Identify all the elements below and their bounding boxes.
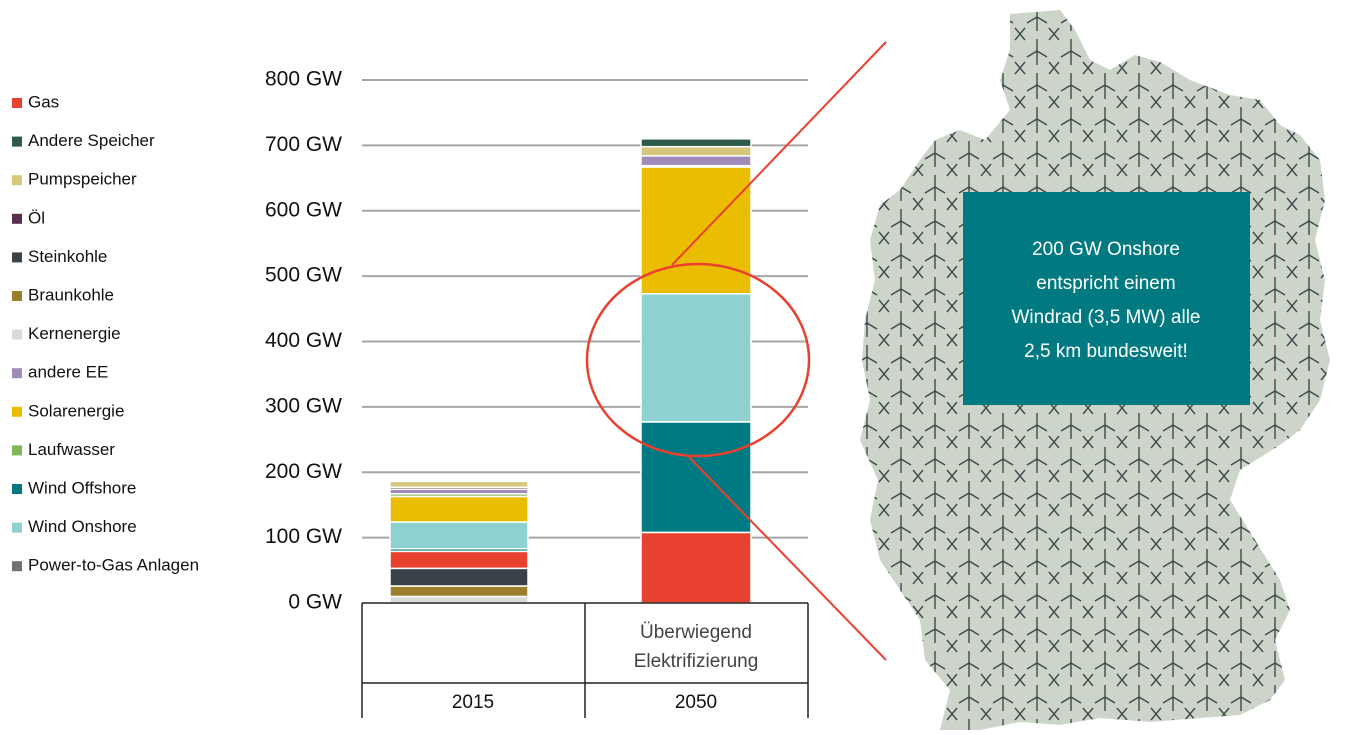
bar-segment: [640, 293, 752, 423]
legend-label: Andere Speicher: [28, 131, 155, 150]
x-tick-label: 2050: [675, 692, 717, 713]
bar-segment: [640, 531, 752, 604]
legend-swatch: [12, 136, 22, 147]
bar-segment: [389, 495, 529, 523]
y-tick-label: 300 GW: [265, 394, 342, 417]
annotation-text: 2,5 km bundesweit!: [1024, 341, 1188, 362]
bar-segment: [640, 421, 752, 534]
bar-segment: [640, 138, 752, 148]
y-tick-label: 400 GW: [265, 329, 342, 352]
legend-swatch: [12, 522, 22, 533]
legend-swatch: [12, 445, 22, 456]
annotation-box: [963, 192, 1250, 405]
legend-swatch: [12, 213, 22, 224]
callout-line: [687, 455, 887, 661]
callout-line: [671, 41, 887, 266]
legend-swatch: [12, 368, 22, 379]
legend-label: Solarenergie: [28, 401, 124, 420]
bar-segment: [640, 145, 752, 157]
highlight-ellipse: [585, 262, 811, 458]
legend-swatch: [12, 329, 22, 340]
bar-segment: [640, 166, 752, 295]
legend-label: Öl: [28, 208, 45, 227]
legend-label: Steinkohle: [28, 247, 107, 266]
bar-segment: [389, 585, 529, 598]
legend-label: Wind Onshore: [28, 517, 137, 536]
legend-swatch: [12, 406, 22, 417]
category-sublabel: Elektrifizierung: [634, 651, 759, 672]
y-tick-label: 100 GW: [265, 525, 342, 548]
legend-label: Braunkohle: [28, 285, 114, 304]
x-tick-label: 2015: [452, 692, 494, 713]
bar-segment: [389, 550, 529, 570]
bar-segment: [389, 567, 529, 587]
bar-segment: [389, 595, 529, 604]
legend-label: Laufwasser: [28, 440, 115, 459]
category-sublabel: Überwiegend: [640, 622, 752, 643]
legend-swatch: [12, 291, 22, 301]
legend-swatch: [12, 484, 22, 494]
y-tick-label: 200 GW: [265, 460, 342, 483]
legend-label: Wind Offshore: [28, 478, 136, 497]
legend-label: Pumpspeicher: [28, 170, 137, 189]
y-tick-label: 500 GW: [265, 264, 342, 287]
legend-swatch: [12, 561, 22, 572]
bar-segment: [640, 155, 752, 167]
legend-swatch: [12, 175, 22, 186]
bar-segment: [389, 521, 529, 550]
bar-segment: [389, 480, 529, 489]
legend-swatch: [12, 98, 22, 108]
legend-label: andere EE: [28, 363, 108, 382]
annotation-text: entspricht einem: [1036, 273, 1175, 294]
annotation-text: 200 GW Onshore: [1032, 239, 1180, 260]
legend-label: Power-to-Gas Anlagen: [28, 556, 199, 575]
legend-label: Gas: [28, 92, 59, 111]
y-tick-label: 700 GW: [265, 133, 342, 156]
y-tick-label: 600 GW: [265, 198, 342, 221]
legend-swatch: [12, 252, 22, 263]
legend-label: Kernenergie: [28, 324, 121, 343]
y-tick-label: 0 GW: [288, 591, 342, 614]
annotation-text: Windrad (3,5 MW) alle: [1012, 307, 1201, 328]
y-tick-label: 800 GW: [265, 68, 342, 91]
